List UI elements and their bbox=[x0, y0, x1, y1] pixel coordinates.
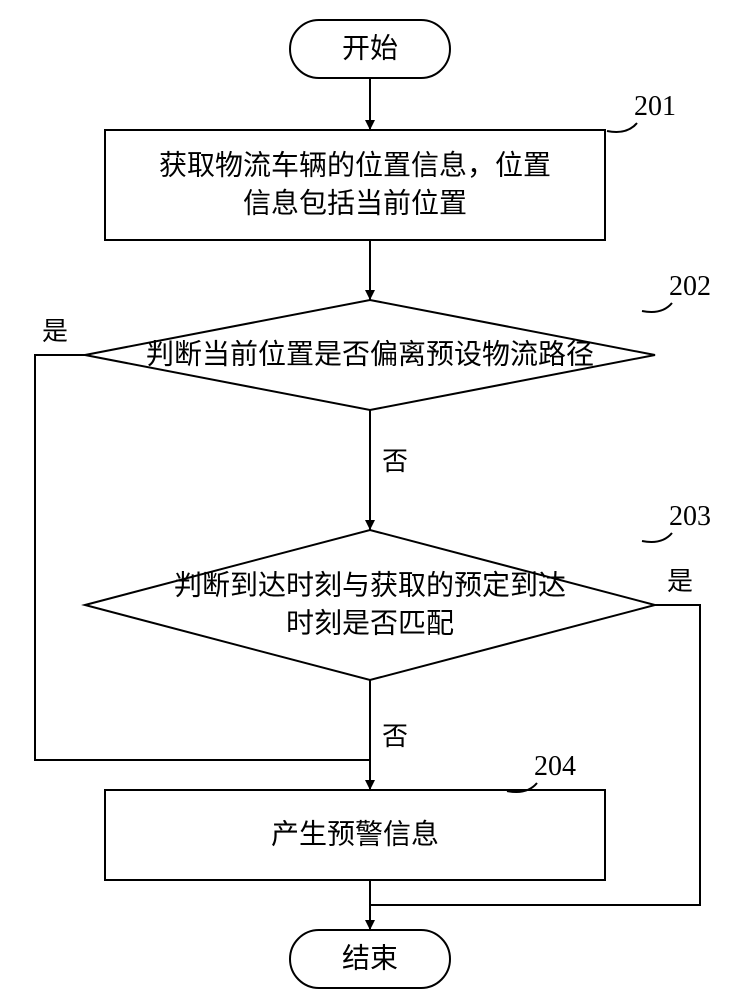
svg-text:时刻是否匹配: 时刻是否匹配 bbox=[286, 607, 454, 639]
svg-text:否: 否 bbox=[382, 722, 408, 751]
svg-text:信息包括当前位置: 信息包括当前位置 bbox=[243, 187, 467, 219]
svg-text:产生预警信息: 产生预警信息 bbox=[271, 819, 439, 851]
svg-text:获取物流车辆的位置信息，位置: 获取物流车辆的位置信息，位置 bbox=[159, 150, 551, 182]
svg-text:是: 是 bbox=[42, 317, 68, 346]
svg-text:否: 否 bbox=[382, 447, 408, 476]
svg-text:201: 201 bbox=[634, 91, 676, 122]
svg-text:开始: 开始 bbox=[342, 33, 398, 65]
svg-text:203: 203 bbox=[669, 501, 711, 532]
svg-text:是: 是 bbox=[667, 567, 693, 596]
svg-text:判断当前位置是否偏离预设物流路径: 判断当前位置是否偏离预设物流路径 bbox=[146, 339, 594, 371]
svg-text:204: 204 bbox=[534, 751, 576, 782]
svg-text:判断到达时刻与获取的预定到达: 判断到达时刻与获取的预定到达 bbox=[174, 570, 566, 602]
svg-text:结束: 结束 bbox=[342, 943, 398, 975]
svg-text:202: 202 bbox=[669, 271, 711, 302]
